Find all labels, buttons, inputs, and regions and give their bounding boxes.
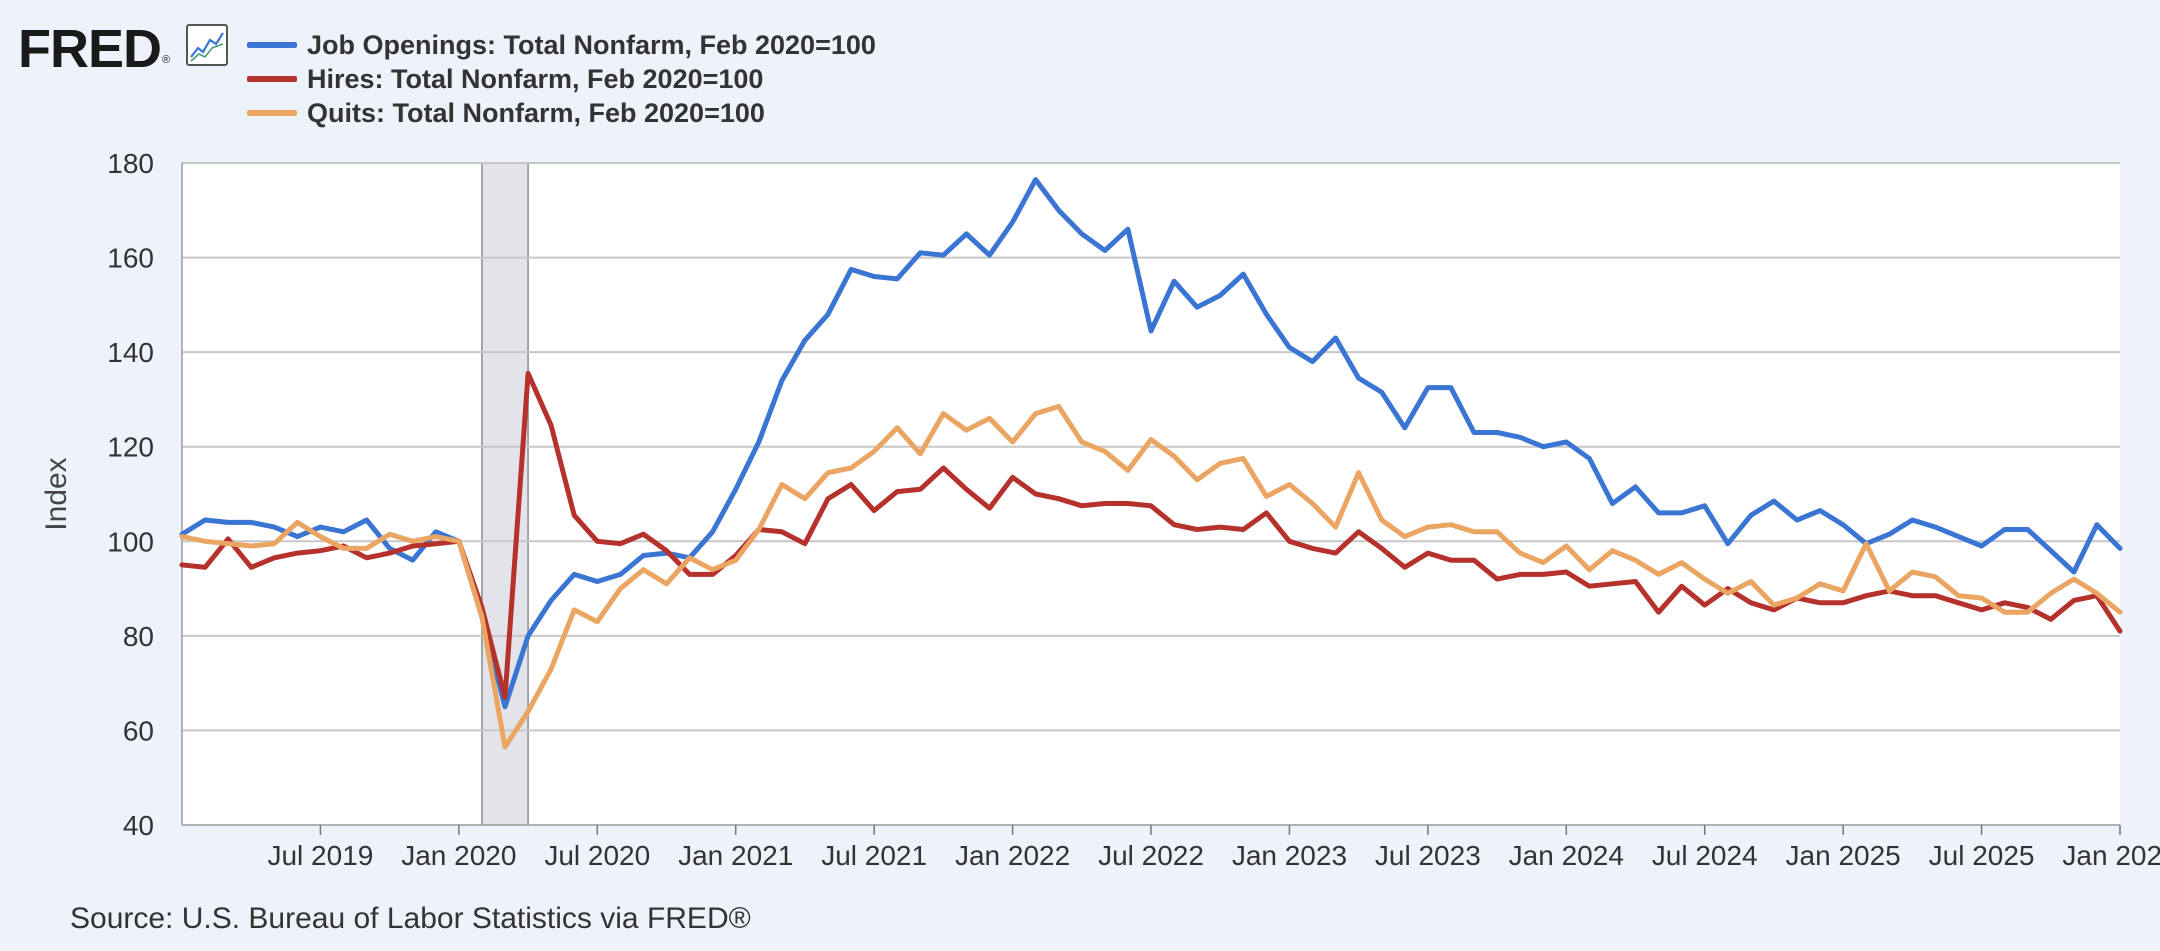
y-tick-label: 140	[107, 337, 154, 368]
x-tick-label: Jan 2024	[1509, 840, 1624, 871]
y-tick-label: 60	[123, 715, 154, 746]
series-line-job-openings	[179, 177, 2123, 710]
x-tick-label: Jul 2019	[267, 840, 373, 871]
brand-text: FRED	[18, 19, 162, 79]
y-tick-label: 40	[123, 810, 154, 841]
series-line-quits	[179, 404, 2123, 750]
plot-area	[182, 163, 2120, 825]
x-tick-label: Jul 2024	[1652, 840, 1758, 871]
fred-logo[interactable]: FRED®	[18, 18, 170, 80]
x-tick-label: Jan 2025	[1786, 840, 1901, 871]
y-tick-label: 120	[107, 432, 154, 463]
legend: Job Openings: Total Nonfarm, Feb 2020=10…	[247, 28, 876, 130]
line-chart-icon[interactable]	[186, 24, 228, 66]
x-tick-label: Jul 2025	[1929, 840, 2035, 871]
y-tick-label: 100	[107, 526, 154, 557]
line-chart-icon-glyph	[190, 32, 224, 62]
y-axis-title: Index	[40, 457, 73, 530]
x-tick-label: Jul 2023	[1375, 840, 1481, 871]
legend-swatch	[247, 76, 297, 82]
legend-item-quits[interactable]: Quits: Total Nonfarm, Feb 2020=100	[247, 96, 876, 130]
x-tick-label: Jul 2022	[1098, 840, 1204, 871]
brand-mark: ®	[162, 54, 170, 66]
x-tick-label: Jul 2020	[544, 840, 650, 871]
x-tick-label: Jan 2020	[401, 840, 516, 871]
legend-swatch	[247, 42, 297, 48]
y-tick-label: 160	[107, 243, 154, 274]
legend-label: Job Openings: Total Nonfarm, Feb 2020=10…	[307, 29, 876, 60]
source-note: Source: U.S. Bureau of Labor Statistics …	[70, 902, 751, 935]
y-tick-label: 80	[123, 621, 154, 652]
legend-swatch	[247, 110, 297, 116]
x-tick-label: Jan 2026	[2062, 840, 2160, 871]
y-tick-label: 180	[107, 148, 154, 179]
x-tick-label: Jan 2021	[678, 840, 793, 871]
legend-item-hires[interactable]: Hires: Total Nonfarm, Feb 2020=100	[247, 62, 876, 96]
x-tick-label: Jan 2023	[1232, 840, 1347, 871]
x-tick-label: Jul 2021	[821, 840, 927, 871]
x-tick-label: Jan 2022	[955, 840, 1070, 871]
legend-label: Quits: Total Nonfarm, Feb 2020=100	[307, 97, 765, 128]
legend-item-job-openings[interactable]: Job Openings: Total Nonfarm, Feb 2020=10…	[247, 28, 876, 62]
legend-label: Hires: Total Nonfarm, Feb 2020=100	[307, 63, 764, 94]
